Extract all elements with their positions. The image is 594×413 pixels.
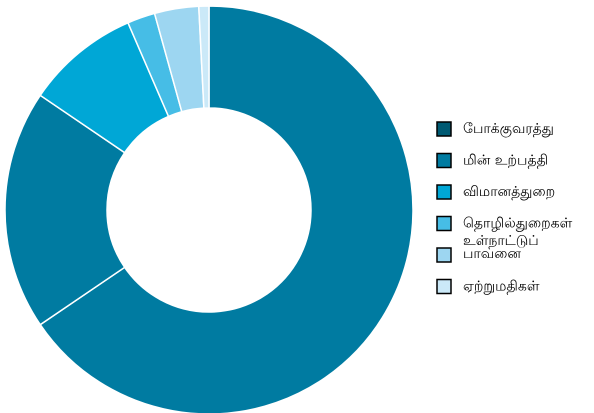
legend-swatch-6: [436, 278, 452, 295]
donut-slices: [4, 5, 414, 413]
legend-label-3: விமானத்துறை: [463, 184, 555, 200]
legend-swatch-2: [436, 152, 452, 169]
legend-label-line: பாவனை: [463, 246, 521, 262]
legend-label-1: போக்குவரத்து: [463, 121, 554, 138]
legend-swatch-5: [436, 247, 452, 263]
legend-swatch-3: [436, 184, 452, 200]
legend-swatch-4: [436, 215, 452, 232]
donut-slice-2: [4, 94, 126, 326]
legend-label-5: உள்நாட்டுப் பாவனை: [463, 233, 539, 262]
donut-slice-1: [39, 5, 414, 413]
legend-swatch-1: [436, 121, 452, 137]
legend-label-2: மின் உற்பத்தி: [463, 153, 548, 169]
legend-label-line: உள்நாட்டுப்: [463, 233, 539, 249]
legend-label-4: தொழில்துறைகள்: [463, 216, 573, 232]
legend: போக்குவரத்து மின் உற்பத்தி விமானத்துறை தொழி…: [436, 121, 573, 295]
legend-label-6: ஏற்றுமதிகள்: [463, 279, 540, 295]
donut-slice-6: [197, 5, 210, 109]
